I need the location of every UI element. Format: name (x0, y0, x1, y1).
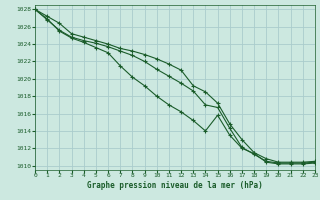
X-axis label: Graphe pression niveau de la mer (hPa): Graphe pression niveau de la mer (hPa) (87, 181, 263, 190)
